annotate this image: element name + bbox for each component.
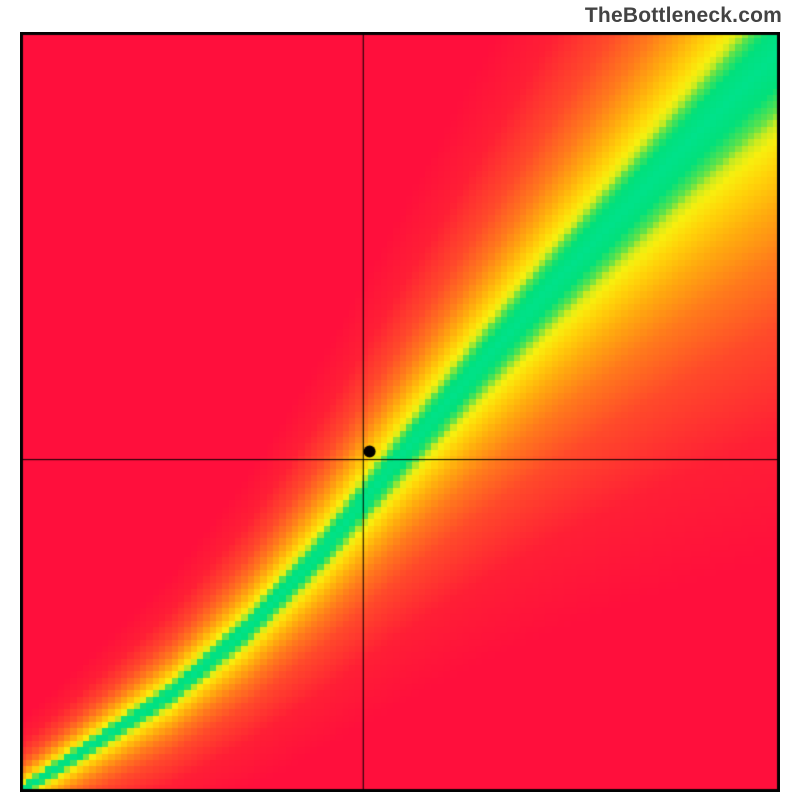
watermark-text: TheBottleneck.com: [585, 4, 782, 28]
heatmap-canvas: [20, 32, 780, 792]
heatmap-plot: [20, 32, 780, 792]
chart-container: TheBottleneck.com: [0, 0, 800, 800]
